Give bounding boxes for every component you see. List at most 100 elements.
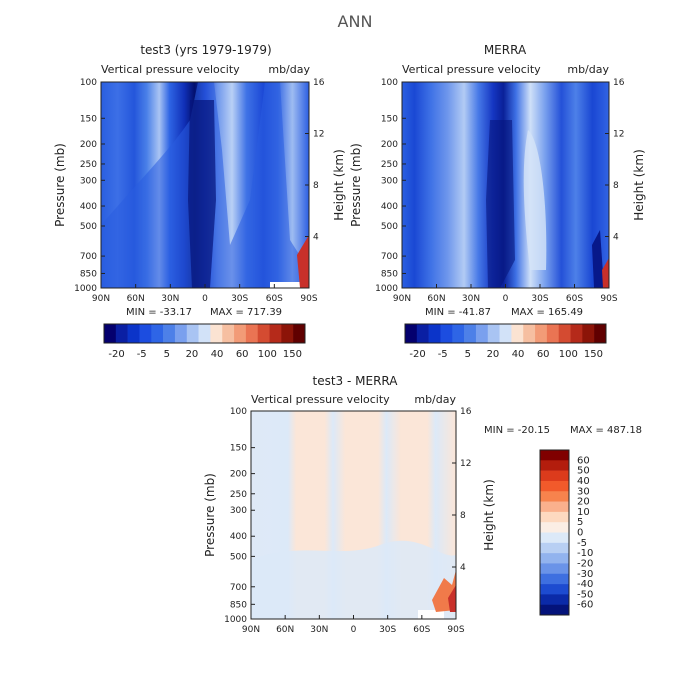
colorbar-swatch — [234, 324, 247, 343]
colorbar-swatch — [428, 324, 441, 343]
colorbar-swatch — [540, 584, 569, 595]
colorbar-swatch — [540, 573, 569, 585]
colorbar-swatch — [540, 594, 569, 605]
heatmap-field-feature — [270, 282, 300, 288]
x-tick-label: 0 — [202, 294, 208, 304]
colorbar-swatch — [570, 324, 583, 343]
colorbar-tick-label: -20 — [108, 349, 124, 360]
y-tick-label: 200 — [230, 470, 247, 480]
colorbar-frame — [103, 323, 306, 344]
y-ticks: 100 150 200 250 300 400 500 700 850 1000 — [375, 78, 406, 294]
colorbar-tick-label: -30 — [577, 569, 593, 580]
colorbar-tick-label: 0 — [577, 528, 583, 539]
y2-tick-label: 16 — [313, 78, 325, 88]
colorbar-swatch — [558, 324, 571, 343]
max-label: MAX = 717.39 — [210, 307, 282, 318]
colorbar-swatch — [540, 480, 569, 492]
heatmap-field-feature — [602, 258, 609, 288]
colorbar-tick-label: 20 — [487, 349, 500, 360]
y2-ticks: 4 8 12 16 — [605, 78, 625, 243]
panel-test3: test3 (yrs 1979-1979) Vertical pressure … — [53, 43, 346, 360]
colorbar-swatch — [186, 324, 199, 343]
panel-subtitle-left: Vertical pressure velocity — [101, 63, 240, 76]
colorbar-swatch — [594, 324, 607, 343]
y2-axis-label: Height (km) — [332, 149, 346, 220]
colorbar-tick-label: 60 — [577, 455, 590, 466]
y-tick-label: 850 — [80, 269, 97, 279]
colorbar-swatch — [540, 563, 569, 575]
colorbar-tick-label: 100 — [559, 349, 578, 360]
y-tick-label: 500 — [381, 222, 398, 232]
y-tick-label: 700 — [381, 252, 398, 262]
colorbar-tick-label: 50 — [577, 466, 590, 477]
x-tick-label: 30S — [379, 625, 396, 635]
x-tick-label: 30N — [462, 294, 480, 304]
heatmap-field-feature — [418, 610, 444, 619]
y-tick-label: 150 — [230, 444, 247, 454]
colorbar-swatch — [540, 450, 569, 461]
colorbar-swatch — [535, 324, 548, 343]
panel-difference: test3 - MERRA Vertical pressure velocity… — [203, 374, 642, 635]
min-label: MIN = -20.15 — [484, 425, 550, 436]
y-tick-label: 700 — [230, 583, 247, 593]
colorbar-swatch — [198, 324, 211, 343]
y-tick-label: 850 — [381, 269, 398, 279]
colorbar-swatch — [257, 324, 270, 343]
y-tick-label: 1000 — [74, 284, 97, 294]
y-tick-label: 700 — [80, 252, 97, 262]
heatmap-field-feature — [486, 120, 515, 288]
y2-ticks: 4 8 12 16 — [452, 407, 472, 573]
colorbar-tick-label: 100 — [258, 349, 277, 360]
colorbar-swatch — [540, 470, 569, 482]
colorbar-tick-label: 5 — [164, 349, 170, 360]
x-tick-label: 30N — [310, 625, 328, 635]
x-tick-label: 90S — [600, 294, 617, 304]
y-tick-label: 250 — [230, 490, 247, 500]
y-tick-label: 300 — [381, 176, 398, 186]
y-ticks: 100 150 200 250 300 400 500 700 850 1000 — [74, 78, 105, 294]
colorbar-tick-label: -50 — [577, 589, 593, 600]
colorbar-swatch — [151, 324, 164, 343]
colorbar-swatch — [511, 324, 524, 343]
y2-tick-label: 8 — [313, 181, 319, 191]
colorbar-tick-label: 30 — [577, 486, 590, 497]
colorbar-swatch — [139, 324, 152, 343]
colorbar-swatch — [440, 324, 453, 343]
y2-axis-label: Height (km) — [632, 149, 646, 220]
x-tick-label: 60N — [427, 294, 445, 304]
y-tick-label: 500 — [80, 222, 97, 232]
panel-subtitle-right: mb/day — [268, 63, 310, 76]
colorbar-swatch — [540, 553, 569, 564]
y-tick-label: 100 — [80, 78, 97, 88]
colorbar-tick-label: -40 — [577, 579, 593, 590]
y2-tick-label: 16 — [460, 407, 472, 417]
colorbar-swatch — [499, 324, 512, 343]
colorbar-tick-label: -5 — [577, 538, 587, 549]
y-tick-label: 200 — [80, 140, 97, 150]
y-tick-label: 200 — [381, 140, 398, 150]
y2-tick-label: 4 — [613, 233, 619, 243]
colorbar-swatch — [523, 324, 536, 343]
panel-subtitle-right: mb/day — [567, 63, 609, 76]
colorbar-swatch — [540, 511, 569, 523]
x-ticks: 90N 60N 30N 0 30S 60S 90S — [242, 615, 465, 635]
y2-ticks: 4 8 12 16 — [305, 78, 325, 243]
heatmap-field-feature — [251, 540, 456, 619]
colorbar-tick-label: 150 — [584, 349, 603, 360]
colorbar-frame — [539, 449, 570, 616]
colorbar-swatch — [269, 324, 282, 343]
x-tick-label: 90S — [300, 294, 317, 304]
x-tick-label: 90N — [242, 625, 260, 635]
figure-title: ANN — [338, 12, 373, 31]
colorbar-swatch — [540, 542, 569, 554]
x-tick-label: 30S — [231, 294, 248, 304]
colorbar-tick-label: 5 — [577, 517, 583, 528]
colorbar-tick-label: -20 — [409, 349, 425, 360]
heatmap-field-feature — [448, 585, 456, 612]
colorbar-swatch — [104, 324, 117, 343]
heatmap-field-feature — [188, 100, 216, 288]
heatmap-field-feature — [523, 130, 547, 270]
colorbar-swatch — [540, 460, 569, 471]
